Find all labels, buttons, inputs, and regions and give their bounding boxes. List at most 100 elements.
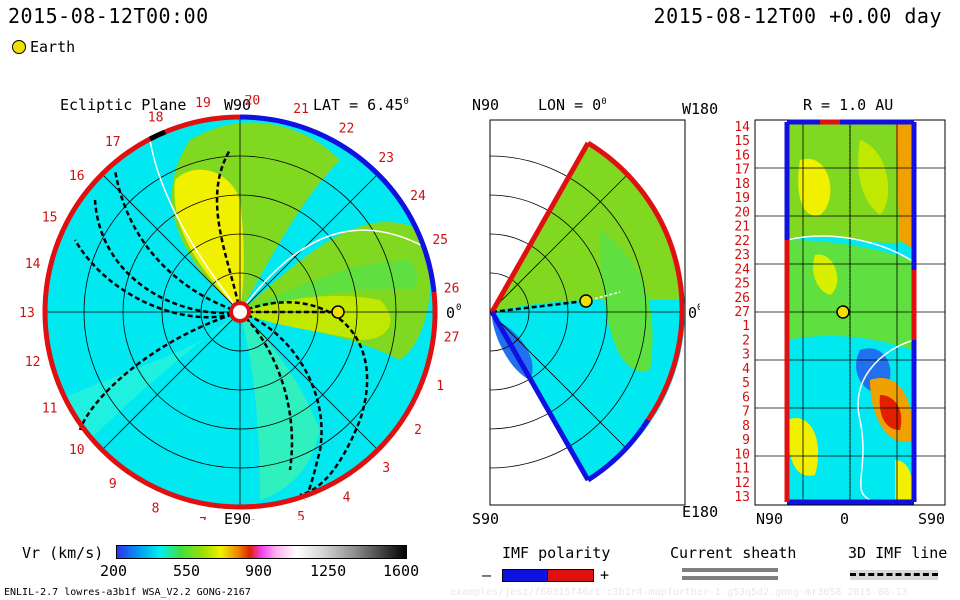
- shell-row-label-17: 17: [734, 163, 750, 178]
- meridional-zero-label: 0: [688, 304, 697, 322]
- rim-number-5: 5: [297, 510, 305, 520]
- rim-number-24: 24: [410, 189, 426, 204]
- rim-number-25: 25: [432, 233, 448, 248]
- imf-minus-swatch: [502, 569, 549, 582]
- rim-number-11: 11: [42, 402, 58, 417]
- shell-row-label-22: 22: [734, 234, 750, 249]
- shell-row-label-18: 18: [734, 177, 750, 192]
- rim-number-13: 13: [19, 306, 35, 321]
- rim-number-2: 2: [414, 423, 422, 438]
- imf-polarity-title: IMF polarity: [502, 544, 611, 562]
- colorbar-tick-1250: 1250: [310, 562, 347, 580]
- colorbar: [116, 545, 407, 559]
- shell-row-label-9: 9: [742, 433, 750, 448]
- rim-number-22: 22: [339, 122, 355, 137]
- current-sheath-line-2: [682, 576, 778, 580]
- meridional-plane-map: 0 0: [489, 119, 700, 506]
- earth-marker-meridional: [579, 294, 593, 308]
- ecliptic-title: Ecliptic Plane: [60, 96, 187, 114]
- svg-text:0: 0: [456, 303, 461, 313]
- current-sheath-title: Current sheath: [670, 544, 797, 562]
- shell-row-label-26: 26: [734, 291, 750, 306]
- shell-row-label-5: 5: [742, 376, 750, 391]
- colorbar-tick-1600: 1600: [383, 562, 420, 580]
- shell-e180-label: E180: [682, 503, 719, 521]
- rim-number-3: 3: [382, 461, 390, 476]
- shell-row-label-13: 13: [734, 490, 750, 505]
- rim-number-16: 16: [69, 169, 85, 184]
- rim-number-7: 7: [199, 516, 207, 520]
- shell-row-label-12: 12: [734, 476, 750, 491]
- rim-number-8: 8: [152, 502, 160, 517]
- shell-map: 1415161718192021222324252627123456789101…: [734, 119, 946, 506]
- shell-row-label-7: 7: [742, 405, 750, 420]
- ecliptic-zero-label: 0: [446, 304, 455, 322]
- shell-row-label-11: 11: [734, 462, 750, 477]
- imf-line-title: 3D IMF line: [848, 544, 948, 562]
- shell-zero-label: 0: [840, 510, 850, 528]
- imf-plus-swatch: [547, 569, 594, 582]
- rim-number-27: 27: [444, 331, 460, 346]
- current-sheath-line-1: [682, 568, 778, 572]
- svg-text:0: 0: [697, 303, 700, 313]
- colorbar-tick-900: 900: [245, 562, 273, 580]
- ecliptic-e90-label: E90: [224, 510, 252, 528]
- shell-w180-label: W180: [682, 100, 719, 118]
- shell-row-label-14: 14: [734, 120, 750, 135]
- shell-row-label-23: 23: [734, 248, 750, 263]
- shell-row-label-21: 21: [734, 220, 750, 235]
- date-right: 2015-08-12T00 +0.00 day: [653, 4, 942, 28]
- shell-row-label-3: 3: [742, 348, 750, 363]
- date-left: 2015-08-12T00:00: [8, 4, 209, 28]
- rim-number-9: 9: [109, 477, 117, 492]
- rim-number-6: 6: [248, 519, 256, 520]
- rim-number-23: 23: [378, 151, 394, 166]
- shell-row-label-6: 6: [742, 390, 750, 405]
- shell-s90-label: S90: [918, 510, 946, 528]
- colorbar-label: Vr (km/s): [22, 544, 104, 562]
- shell-row-label-16: 16: [734, 149, 750, 164]
- colorbar-tick-550: 550: [173, 562, 201, 580]
- imf-line-sample: [850, 573, 938, 576]
- shell-row-label-15: 15: [734, 134, 750, 149]
- ecliptic-plane-map: 0 0 192021222324252627123456789101112131…: [19, 95, 461, 520]
- rim-number-10: 10: [69, 443, 85, 458]
- shell-row-label-20: 20: [734, 205, 750, 220]
- earth-marker-ecliptic: [331, 305, 345, 319]
- meridional-lon-label: LON = 00: [538, 96, 607, 114]
- ecliptic-w90-label: W90: [224, 96, 252, 114]
- shell-row-label-2: 2: [742, 334, 750, 349]
- meridional-s90-label: S90: [472, 510, 500, 528]
- shell-row-label-27: 27: [734, 305, 750, 320]
- footer-model-info: ENLIL-2.7 lowres-a3b1f WSA_V2.2 GONG-216…: [4, 587, 251, 598]
- ecliptic-lat-label: LAT = 6.450: [313, 96, 409, 114]
- rim-number-15: 15: [42, 210, 58, 225]
- shell-title: R = 1.0 AU: [803, 96, 894, 114]
- shell-row-label-4: 4: [742, 362, 750, 377]
- rim-number-4: 4: [343, 491, 351, 506]
- shell-row-label-10: 10: [734, 447, 750, 462]
- shell-row-label-25: 25: [734, 277, 750, 292]
- rim-number-17: 17: [105, 135, 121, 150]
- rim-number-18: 18: [148, 110, 164, 125]
- imf-plus-label: +: [600, 566, 610, 584]
- rim-number-12: 12: [25, 355, 41, 370]
- earth-legend-label: Earth: [30, 38, 76, 56]
- rim-number-21: 21: [293, 102, 309, 117]
- shell-n90-label: N90: [756, 510, 784, 528]
- rim-number-14: 14: [25, 257, 41, 272]
- rim-number-1: 1: [436, 379, 444, 394]
- earth-marker-shell: [836, 305, 850, 319]
- imf-minus-label: –: [482, 566, 492, 584]
- shell-row-label-24: 24: [734, 262, 750, 277]
- shell-row-label-19: 19: [734, 191, 750, 206]
- earth-legend-icon: [12, 40, 26, 54]
- shell-row-label-1: 1: [742, 319, 750, 334]
- footer-path-info: examples/jesz/f60315f46r1.c3b1r4-mapfurt…: [450, 587, 908, 598]
- colorbar-tick-200: 200: [100, 562, 128, 580]
- shell-row-label-8: 8: [742, 419, 750, 434]
- rim-number-20: 20: [245, 95, 261, 108]
- rim-number-26: 26: [444, 281, 460, 296]
- meridional-n90-label: N90: [472, 96, 500, 114]
- rim-number-19: 19: [195, 96, 211, 111]
